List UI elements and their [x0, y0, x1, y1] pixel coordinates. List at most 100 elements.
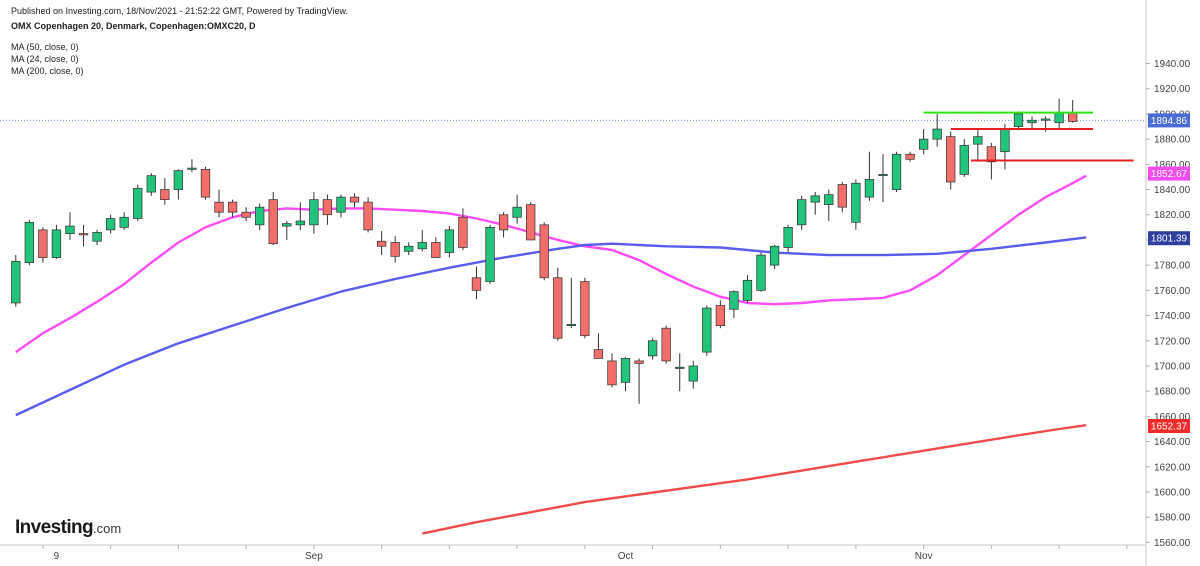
ma-24-legend: MA (24, close, 0) — [11, 54, 79, 64]
candle-body — [146, 175, 156, 193]
investing-logo[interactable]: Investing.com — [15, 517, 121, 539]
price-tick-label: 1580.00 — [1154, 513, 1191, 524]
candle-body — [404, 245, 414, 252]
time-tick-label: 9 — [54, 551, 60, 562]
candle-body — [851, 182, 861, 223]
candle — [932, 113, 942, 147]
candle-body — [51, 229, 62, 258]
candle — [24, 219, 34, 266]
price-tick-label: 1940.00 — [1154, 59, 1191, 70]
price-tick-label: 1820.00 — [1154, 210, 1191, 221]
candle — [634, 358, 644, 404]
candle-body — [444, 229, 455, 253]
price-tick-label: 1760.00 — [1154, 286, 1191, 297]
candle-body — [336, 196, 346, 213]
candle-body — [580, 281, 590, 337]
candle — [146, 173, 156, 196]
candle — [471, 266, 482, 300]
candle — [918, 129, 929, 155]
candle — [946, 131, 956, 190]
candle — [458, 208, 468, 251]
candles — [11, 98, 1078, 404]
candle — [65, 212, 75, 240]
candle — [553, 267, 563, 341]
candle — [78, 224, 89, 247]
candle — [227, 199, 238, 218]
candle-body — [458, 216, 468, 248]
candle — [512, 194, 522, 224]
candle — [742, 275, 753, 303]
candle-body — [187, 167, 197, 170]
candle-body — [282, 223, 292, 227]
candle — [309, 192, 319, 234]
candle — [1013, 111, 1024, 131]
candle — [959, 139, 969, 177]
candle-body — [498, 214, 509, 231]
candle — [526, 202, 536, 241]
price-label: 1801.39 — [1151, 234, 1188, 245]
price-axis: 1560.00 1580.00 1600.00 1620.00 1640.00 1660.… — [1146, 59, 1191, 549]
time-axis: 9 Sep Oct Nov — [42, 545, 1128, 562]
candle — [1000, 124, 1010, 170]
candle — [241, 207, 251, 222]
candle-body — [891, 153, 902, 190]
candle — [404, 242, 414, 256]
candle — [973, 129, 983, 162]
candle-body — [715, 305, 726, 326]
logo-brand: Investing — [15, 517, 94, 538]
candle-body — [1013, 113, 1024, 127]
candle-body — [1054, 112, 1064, 124]
candle — [322, 194, 333, 225]
candle-body — [946, 136, 956, 183]
candle — [255, 203, 265, 230]
candle-body — [78, 233, 89, 236]
candle-body — [512, 206, 522, 218]
candle — [92, 229, 102, 245]
candle — [647, 338, 658, 360]
candle-body — [24, 221, 34, 263]
candle-body — [390, 242, 400, 257]
logo-suffix: .com — [93, 521, 122, 536]
candle-body — [92, 232, 102, 242]
candle-body — [1000, 128, 1010, 153]
candle — [891, 151, 902, 193]
candle — [133, 184, 143, 222]
candle-body — [268, 199, 278, 245]
candle — [390, 236, 400, 263]
candle — [187, 159, 197, 172]
time-tick-label: Sep — [305, 551, 323, 562]
ma-200-legend: MA (200, close, 0) — [11, 66, 84, 76]
candle-body — [1027, 119, 1037, 124]
candle-body — [688, 365, 698, 382]
candle — [905, 151, 915, 162]
candle-body — [864, 179, 875, 198]
candle — [851, 179, 861, 230]
candle-body — [783, 226, 793, 248]
candle-body — [797, 199, 807, 226]
candle — [688, 360, 698, 389]
candle-body — [349, 196, 360, 203]
candle-body — [634, 360, 644, 364]
candle-body — [647, 340, 658, 357]
price-tick-label: 1920.00 — [1154, 84, 1191, 95]
candle — [282, 221, 292, 240]
candle — [620, 357, 631, 392]
candle-body — [607, 360, 617, 386]
candle-body — [214, 201, 224, 213]
candle-body — [119, 216, 129, 228]
candle — [1054, 98, 1064, 130]
price-tick-label: 1720.00 — [1154, 336, 1191, 347]
candle-body — [837, 184, 847, 208]
price-label-box — [1148, 166, 1190, 181]
candle-body — [255, 206, 265, 226]
candle-body — [431, 242, 441, 258]
candle — [295, 202, 305, 230]
candle-body — [200, 169, 211, 198]
candle-body — [566, 324, 576, 326]
candle — [376, 231, 387, 256]
candle-body — [1068, 112, 1078, 122]
candle-body — [417, 242, 427, 250]
candle — [1068, 100, 1078, 123]
moving-average-lines — [15, 174, 1087, 535]
